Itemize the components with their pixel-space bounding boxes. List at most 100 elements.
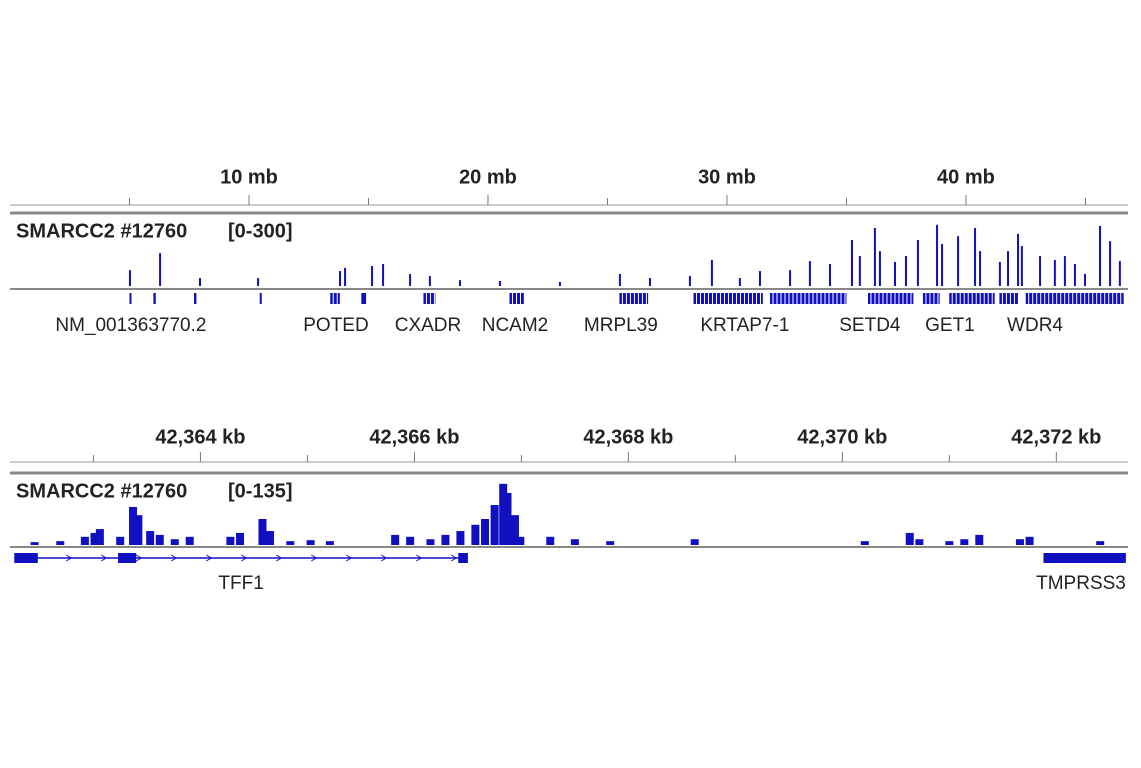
gene-feature	[423, 293, 436, 304]
exon	[1043, 553, 1126, 563]
gene-label: MRPL39	[584, 315, 658, 336]
signal-bar	[974, 227, 977, 286]
signal-bar	[570, 539, 579, 545]
signal-bar	[306, 540, 315, 545]
signal-bar	[828, 264, 831, 286]
signal-bar	[1083, 273, 1086, 286]
signal-bar	[738, 278, 741, 286]
gene-label: SETD4	[839, 315, 901, 336]
strand-arrow	[416, 554, 423, 562]
signal-bar	[30, 542, 39, 545]
strand-arrow	[241, 554, 248, 562]
signal-bar	[758, 271, 761, 286]
signal-bar	[426, 539, 435, 545]
signal-bar	[258, 519, 267, 545]
signal-bar	[516, 536, 525, 545]
exon	[118, 553, 137, 563]
signal-bar	[618, 273, 621, 286]
signal-bar	[546, 536, 555, 545]
signal-bar	[499, 483, 508, 545]
signal-bar	[941, 244, 944, 286]
range-label: [0-300]	[228, 220, 292, 242]
gene-label: KRTAP7-1	[700, 315, 789, 336]
signal-bar	[904, 256, 907, 286]
signal-bar	[155, 534, 164, 545]
signal-bar	[456, 531, 465, 545]
signal-bar	[498, 281, 501, 286]
x-tick-label: 42,364 kb	[155, 426, 245, 448]
strand-arrow	[66, 554, 73, 562]
signal-bar	[265, 531, 274, 545]
signal-bar	[1096, 541, 1105, 545]
signal-bar	[471, 524, 480, 545]
x-tick-label: 30 mb	[698, 166, 756, 188]
signal-bar	[1063, 256, 1066, 286]
signal-bar	[1073, 264, 1076, 286]
gene-label: TFF1	[218, 573, 263, 594]
x-tick-label: 42,370 kb	[797, 426, 887, 448]
signal-bar	[382, 264, 385, 286]
gene-feature	[259, 293, 262, 304]
strand-arrow	[206, 554, 213, 562]
signal-bar	[649, 278, 652, 286]
signal-bar	[860, 541, 869, 545]
signal-bar	[490, 505, 499, 545]
signal-bar	[979, 251, 982, 286]
strand-arrow	[311, 554, 318, 562]
signal-bar	[134, 515, 143, 545]
x-tick-label: 10 mb	[220, 166, 278, 188]
strand-arrow	[346, 554, 353, 562]
signal-bar	[893, 261, 896, 286]
signal-bar	[80, 536, 89, 545]
signal-bar	[391, 534, 400, 545]
signal-bar	[789, 270, 792, 286]
signal-bar	[95, 529, 104, 545]
signal-bar	[850, 239, 853, 286]
signal-bar	[406, 536, 415, 545]
strand-arrow	[451, 554, 458, 562]
signal-bar	[808, 261, 811, 286]
signal-bar	[558, 281, 561, 286]
signal-bar	[90, 532, 99, 545]
signal-bar	[1017, 233, 1020, 286]
x-tick-label: 42,368 kb	[583, 426, 673, 448]
signal-bar	[688, 276, 691, 286]
signal-bar	[690, 539, 699, 545]
signal-bar	[159, 253, 162, 286]
gene-label: NM_001363770.2	[55, 315, 206, 336]
x-tick-label: 42,372 kb	[1011, 426, 1101, 448]
signal-bar	[339, 271, 342, 286]
signal-bar	[428, 276, 431, 286]
x-tick-label: 42,366 kb	[369, 426, 459, 448]
signal-bar	[481, 519, 490, 545]
gene-label: NCAM2	[482, 315, 549, 336]
gene-label: POTED	[303, 315, 368, 336]
exon	[14, 553, 38, 563]
gene-feature	[922, 293, 940, 304]
x-tick-label: 20 mb	[459, 166, 517, 188]
signal-bar	[1015, 539, 1024, 545]
gene-feature	[999, 293, 1019, 304]
signal-bar	[344, 267, 347, 286]
signal-bar	[146, 531, 155, 545]
gene-label: TMPRSS3	[1036, 573, 1126, 594]
signal-bar	[325, 541, 334, 545]
signal-bar	[170, 539, 179, 545]
gene-feature	[769, 293, 847, 304]
signal-bar	[459, 280, 462, 286]
gene-feature	[129, 293, 132, 304]
signal-bar	[116, 536, 125, 545]
strand-arrow	[381, 554, 388, 562]
range-label: [0-135]	[228, 480, 292, 502]
signal-bar	[371, 266, 374, 286]
signal-bar	[1025, 536, 1034, 545]
signal-bar	[710, 259, 713, 286]
gene-label: CXADR	[395, 315, 462, 336]
signal-bar	[129, 506, 138, 545]
signal-bar	[1099, 225, 1102, 286]
signal-bar	[916, 239, 919, 286]
signal-bar	[56, 541, 65, 545]
signal-bar	[1118, 261, 1121, 286]
signal-bar	[858, 256, 861, 286]
signal-bar	[1109, 241, 1112, 286]
